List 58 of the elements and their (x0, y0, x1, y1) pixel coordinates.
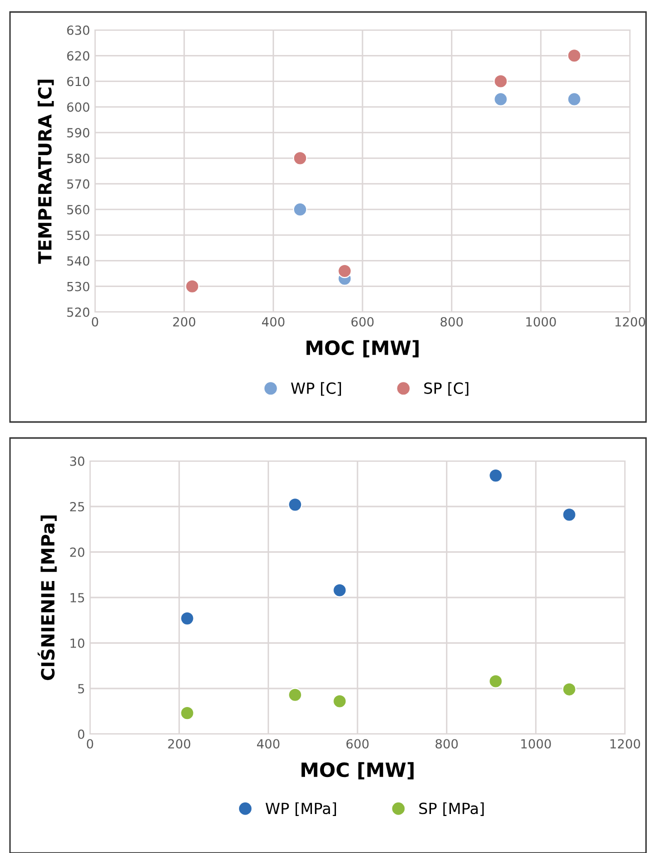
x-tick-label: 1200 (615, 317, 646, 327)
x-tick-label: 400 (257, 739, 280, 749)
y-tick-label: 530 (67, 282, 90, 292)
y-tick-label: 520 (67, 307, 90, 317)
y-tick-label: 0 (78, 729, 84, 739)
y-tick-label: 10 (70, 638, 84, 648)
point (180, 611, 194, 626)
x-tick-label: 1000 (521, 739, 551, 749)
point (488, 674, 503, 688)
x-tick-label: 200 (173, 317, 196, 327)
y-tick-label: 550 (67, 230, 90, 240)
point (567, 92, 582, 106)
legend-label: SP [C] (424, 382, 468, 396)
point (292, 151, 308, 166)
point (488, 468, 503, 483)
legend-label: WP [MPa] (266, 802, 336, 816)
x-axis-title: MOC [MW] (306, 340, 419, 358)
y-tick-label: 560 (67, 204, 90, 214)
legend-label: SP [MPa] (419, 802, 484, 816)
point (288, 498, 302, 512)
y-tick-label: 540 (67, 256, 90, 266)
point (180, 706, 194, 720)
point (494, 92, 508, 106)
x-tick-label: 400 (262, 317, 284, 327)
y-tick-label: 590 (67, 128, 90, 138)
y-tick-label: 630 (67, 25, 90, 35)
y-tick-label: 600 (67, 102, 90, 112)
y-tick-label: 620 (67, 51, 90, 61)
point (332, 694, 347, 708)
point (562, 682, 576, 697)
y-axis-title: CIŚNIENIE [MPa] (38, 516, 57, 680)
x-tick-label: 0 (92, 317, 98, 327)
x-tick-label: 600 (351, 317, 374, 327)
y-tick-label: 30 (70, 456, 84, 466)
point (567, 48, 582, 63)
y-axis-title: TEMPERATURA [C] (38, 80, 54, 264)
x-tick-label: 200 (168, 739, 190, 749)
x-tick-label: 1000 (526, 317, 556, 327)
y-tick-label: 15 (70, 593, 84, 602)
point (562, 508, 576, 522)
x-tick-label: 600 (346, 739, 369, 749)
y-tick-label: 25 (70, 502, 84, 512)
x-tick-label: 1200 (610, 739, 640, 749)
x-tick-label: 800 (436, 739, 458, 749)
y-tick-label: 5 (78, 684, 84, 694)
legend-label: WP [C] (291, 382, 341, 396)
point (185, 279, 200, 294)
x-tick-label: 800 (440, 317, 463, 327)
point (332, 583, 347, 598)
point (292, 202, 308, 217)
point (494, 74, 508, 88)
y-tick-label: 20 (70, 547, 84, 557)
point (338, 264, 352, 278)
y-tick-label: 570 (67, 179, 90, 189)
point (288, 688, 302, 702)
y-tick-label: 610 (67, 76, 90, 86)
y-tick-label: 580 (67, 154, 90, 164)
x-axis-title: MOC [MW] (302, 762, 414, 780)
